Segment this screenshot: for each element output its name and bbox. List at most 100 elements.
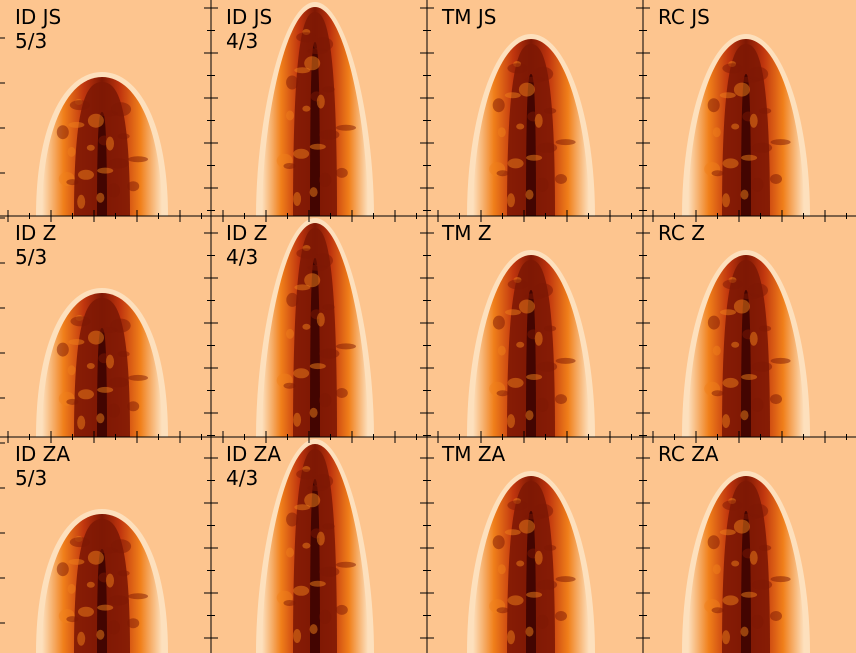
simulation-panel: ID Z 4/3 — [211, 216, 427, 437]
turbulence-eddy — [507, 158, 524, 169]
simulation-panel: TM Z — [427, 216, 643, 437]
turbulence-eddy — [770, 611, 782, 621]
jet-density-map — [36, 509, 168, 653]
turbulence-eddy — [96, 192, 105, 203]
turbulence-eddy — [293, 148, 310, 159]
panel-scheme-label: RC ZA — [658, 442, 719, 466]
turbulence-eddy — [66, 616, 79, 623]
turbulence-eddy — [722, 500, 743, 511]
turbulence-eddy — [97, 167, 114, 174]
turbulence-eddy — [731, 123, 740, 130]
turbulence-eddy — [335, 167, 348, 178]
jet-spine — [310, 478, 320, 653]
turbulence-eddy — [97, 604, 114, 611]
turbulence-eddy — [555, 174, 567, 184]
turbulence-eddy — [751, 614, 764, 629]
turbulence-eddy — [719, 529, 736, 536]
turbulence-eddy — [316, 94, 325, 109]
turbulence-eddy — [283, 600, 296, 606]
turbulence-eddy — [286, 292, 299, 307]
turbulence-eddy — [722, 630, 730, 645]
simulation-panel: RC JS — [643, 0, 856, 216]
turbulence-eddy — [336, 343, 356, 350]
turbulence-eddy — [492, 315, 505, 330]
turbulence-eddy — [759, 107, 772, 114]
panel-label: ID Z 5/3 — [15, 221, 56, 269]
turbulence-eddy — [309, 580, 326, 587]
turbulence-eddy — [555, 139, 576, 146]
turbulence-eddy — [496, 390, 509, 397]
turbulence-eddy — [286, 75, 299, 90]
turbulence-eddy — [128, 374, 148, 381]
turbulence-eddy — [770, 174, 782, 184]
turbulence-eddy — [319, 609, 332, 624]
panel-gamma-label: 5/3 — [15, 245, 48, 269]
turbulence-eddy — [97, 386, 114, 393]
jet-density-map — [682, 34, 810, 216]
simulation-panel: TM JS — [427, 0, 643, 216]
jet-density-map — [256, 218, 374, 437]
turbulence-eddy — [731, 560, 740, 567]
panel-label: RC JS — [658, 5, 710, 29]
turbulence-eddy — [770, 139, 791, 146]
turbulence-eddy — [322, 304, 335, 311]
turbulence-eddy — [313, 253, 333, 268]
turbulence-eddy — [507, 595, 524, 606]
turbulence-eddy — [507, 630, 515, 645]
turbulence-eddy — [537, 142, 558, 153]
turbulence-eddy — [722, 279, 743, 290]
turbulence-eddy — [77, 415, 86, 430]
turbulence-eddy — [117, 570, 130, 577]
jet-spine — [310, 41, 320, 216]
turbulence-eddy — [504, 529, 521, 536]
turbulence-eddy — [759, 544, 772, 551]
panel-scheme-label: ID Z — [226, 221, 268, 245]
turbulence-eddy — [322, 523, 335, 530]
turbulence-eddy — [78, 169, 94, 180]
turbulence-eddy — [740, 410, 749, 421]
turbulence-eddy — [86, 581, 95, 588]
turbulence-eddy — [69, 537, 90, 548]
turbulence-eddy — [108, 403, 120, 418]
turbulence-eddy — [741, 154, 758, 161]
turbulence-eddy — [748, 283, 768, 298]
turbulence-eddy — [316, 531, 325, 546]
turbulence-eddy — [533, 503, 554, 518]
turbulence-eddy — [56, 562, 69, 577]
turbulence-eddy — [77, 631, 86, 646]
turbulence-eddy — [67, 583, 76, 594]
turbulence-eddy — [749, 113, 758, 128]
simulation-panel: RC Z — [643, 216, 856, 437]
turbulence-eddy — [722, 193, 730, 208]
turbulence-eddy — [534, 331, 543, 346]
turbulence-eddy — [336, 561, 356, 568]
turbulence-eddy — [525, 410, 534, 421]
turbulence-eddy — [319, 348, 340, 359]
turbulence-eddy — [67, 365, 76, 376]
jet-density-map — [467, 34, 595, 216]
turbulence-eddy — [286, 547, 294, 558]
turbulence-eddy — [294, 67, 311, 74]
jet-density-map — [36, 72, 168, 216]
turbulence-eddy — [68, 121, 85, 128]
turbulence-eddy — [283, 163, 296, 169]
panel-label: TM JS — [442, 5, 496, 29]
jet-spine — [526, 74, 536, 216]
turbulence-eddy — [127, 401, 140, 412]
turbulence-eddy — [555, 357, 576, 364]
panel-gamma-label: 5/3 — [15, 466, 48, 490]
turbulence-eddy — [712, 345, 721, 356]
panel-scheme-label: ID Z — [15, 221, 57, 245]
turbulence-eddy — [497, 345, 506, 356]
jet-spine — [526, 511, 536, 653]
turbulence-eddy — [516, 560, 525, 567]
turbulence-eddy — [544, 325, 557, 332]
turbulence-eddy — [128, 593, 148, 600]
turbulence-eddy — [533, 66, 554, 81]
turbulence-eddy — [286, 110, 294, 121]
turbulence-eddy — [67, 146, 76, 157]
turbulence-eddy — [537, 361, 558, 372]
turbulence-eddy — [722, 595, 739, 606]
